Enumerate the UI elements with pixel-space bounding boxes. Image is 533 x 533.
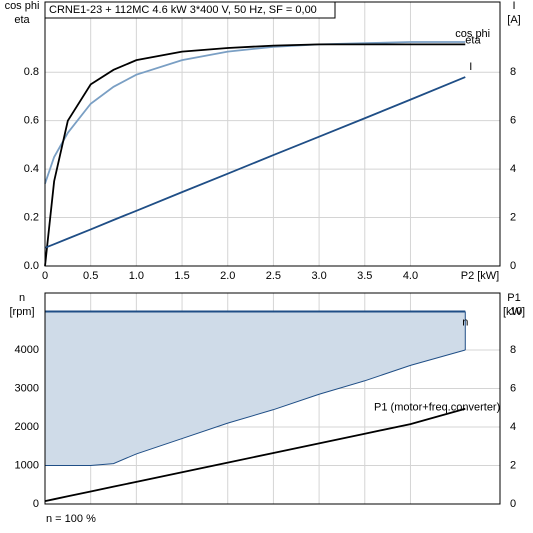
- y-axis-label: cos phi: [5, 0, 40, 12]
- x-tick-label: 1.0: [129, 270, 144, 282]
- y2-tick-label: 6: [510, 382, 516, 394]
- y2-axis-label: [A]: [507, 14, 520, 26]
- y-tick-label: 1000: [15, 459, 39, 471]
- x-tick-label: 3.5: [357, 270, 372, 282]
- x-axis-label: P2 [kW]: [461, 270, 500, 282]
- y2-tick-label: 10: [510, 305, 522, 317]
- plot-frame: [44, 292, 501, 505]
- line: [44, 76, 466, 249]
- x-tick-label: 4.0: [403, 270, 418, 282]
- y2-tick-label: 4: [510, 421, 516, 433]
- x-tick-label: 1.5: [174, 270, 189, 282]
- y-axis-label: eta: [14, 14, 30, 26]
- y-tick-label: 3000: [15, 382, 39, 394]
- area-lower-line: [45, 349, 466, 466]
- y-tick-label: 4000: [15, 344, 39, 356]
- y2-axis-label: [kW]: [503, 306, 525, 318]
- series-label: I: [469, 61, 472, 73]
- line: [44, 43, 466, 267]
- y2-axis-label: I: [512, 0, 515, 12]
- y-tick-label: 2000: [15, 421, 39, 433]
- x-tick-label: 0: [42, 270, 48, 282]
- y2-tick-label: 2: [510, 211, 516, 223]
- y-tick-label: 0.0: [24, 260, 39, 272]
- area: [45, 311, 466, 466]
- title-box: [44, 1, 336, 19]
- y2-tick-label: 8: [510, 344, 516, 356]
- y-tick-label: 0: [33, 498, 39, 510]
- x-tick-label: 3.0: [311, 270, 326, 282]
- y2-tick-label: 0: [510, 498, 516, 510]
- series-label: cos phi: [455, 28, 490, 40]
- x-tick-label: 2.5: [266, 270, 281, 282]
- y2-tick-label: 0: [510, 260, 516, 272]
- series-label: eta: [465, 34, 481, 46]
- y2-tick-label: 4: [510, 163, 516, 175]
- y2-axis-label: P1: [507, 292, 520, 304]
- y-axis-label: [rpm]: [9, 306, 34, 318]
- series-label: P1 (motor+freq.converter): [374, 402, 500, 414]
- annotation: n = 100 %: [46, 513, 96, 525]
- y-tick-label: 0.8: [24, 66, 39, 78]
- y2-tick-label: 8: [510, 66, 516, 78]
- line: [44, 41, 466, 184]
- y-tick-label: 0.4: [24, 163, 39, 175]
- chart-title: CRNE1-23 + 112MC 4.6 kW 3*400 V, 50 Hz, …: [49, 4, 317, 16]
- x-tick-label: 2.0: [220, 270, 235, 282]
- x-tick-label: 0.5: [83, 270, 98, 282]
- y-tick-label: 0.2: [24, 211, 39, 223]
- y2-tick-label: 2: [510, 459, 516, 471]
- y-axis-label: n: [19, 292, 25, 304]
- y-tick-label: 0.6: [24, 115, 39, 127]
- line: [44, 407, 466, 502]
- series-label: n: [462, 316, 468, 328]
- y2-tick-label: 6: [510, 115, 516, 127]
